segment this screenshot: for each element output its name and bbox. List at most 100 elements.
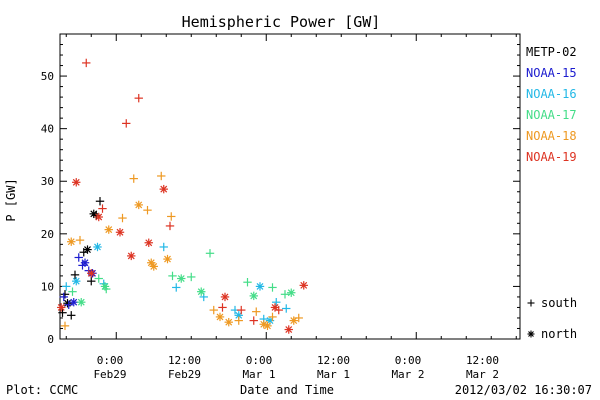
x-tick-date-label: Feb29 bbox=[93, 368, 126, 381]
north-point-noaa-18 bbox=[224, 317, 233, 327]
south-point-noaa-15 bbox=[59, 292, 68, 302]
plot-frame bbox=[59, 33, 521, 340]
series-legend: METP-02 NOAA-15 NOAA-16 NOAA-17 NOAA-18 NOAA-… bbox=[526, 45, 577, 164]
south-point-noaa-16 bbox=[159, 242, 168, 252]
north-point-noaa-15 bbox=[69, 297, 78, 307]
north-point-metp-02 bbox=[63, 299, 72, 308]
south-point-metp-02 bbox=[70, 270, 80, 280]
legend-entry-noaa-17: NOAA-17 bbox=[526, 108, 577, 122]
south-point-noaa-18 bbox=[75, 235, 85, 245]
south-point-metp-02 bbox=[58, 308, 67, 317]
x-tick-time-label: 0:00 bbox=[395, 354, 422, 367]
south-point-noaa-18 bbox=[209, 305, 218, 315]
south-point-noaa-18 bbox=[157, 171, 166, 181]
y-tick-label: 30 bbox=[41, 175, 54, 188]
y-tick-label: 10 bbox=[41, 280, 54, 293]
north-point-noaa-15 bbox=[80, 258, 90, 267]
north-point-noaa-18 bbox=[134, 200, 143, 210]
footer-timestamp: 2012/03/02 16:30:07 bbox=[455, 383, 592, 397]
x-tick-time-label: 0:00 bbox=[97, 354, 124, 367]
south-point-noaa-19 bbox=[82, 58, 91, 68]
north-point-noaa-18 bbox=[263, 321, 272, 331]
south-point-noaa-19 bbox=[218, 303, 227, 312]
y-tick-label: 40 bbox=[41, 123, 54, 136]
south-point-noaa-18 bbox=[129, 174, 138, 183]
legend-entry-noaa-18: NOAA-18 bbox=[526, 129, 577, 143]
south-point-metp-02 bbox=[67, 311, 76, 320]
north-point-noaa-18 bbox=[215, 312, 225, 322]
south-point-noaa-18 bbox=[252, 307, 261, 316]
y-axis-label: P [GW] bbox=[4, 178, 18, 221]
x-tick-time-label: 12:00 bbox=[466, 354, 499, 367]
north-point-noaa-19 bbox=[127, 251, 136, 261]
north-point-noaa-19 bbox=[299, 281, 308, 290]
south-point-noaa-17 bbox=[68, 287, 77, 296]
north-point-noaa-19 bbox=[284, 325, 293, 334]
north-point-noaa-19 bbox=[94, 212, 103, 222]
north-point-noaa-17 bbox=[287, 288, 296, 297]
marker-label-north: north bbox=[541, 327, 577, 341]
legend-entry-noaa-15: NOAA-15 bbox=[526, 66, 577, 80]
y-axis-ticks: 0 10 20 30 40 50 bbox=[41, 44, 520, 346]
north-point-noaa-17 bbox=[77, 297, 86, 307]
x-tick-date-label: Mar 1 bbox=[242, 368, 275, 381]
legend-entry-noaa-16: NOAA-16 bbox=[526, 87, 577, 101]
y-tick-label: 0 bbox=[47, 333, 54, 346]
south-point-noaa-16 bbox=[272, 297, 281, 307]
x-tick-date-label: Mar 2 bbox=[466, 368, 499, 381]
south-point-noaa-18 bbox=[234, 316, 243, 325]
south-point-noaa-17 bbox=[243, 278, 252, 287]
north-point-noaa-16 bbox=[255, 282, 265, 291]
south-point-noaa-18 bbox=[60, 321, 70, 331]
south-point-noaa-19 bbox=[122, 119, 131, 128]
marker-symbol-north bbox=[527, 330, 535, 338]
x-tick-date-label: Mar 1 bbox=[317, 368, 350, 381]
north-point-noaa-17 bbox=[100, 282, 110, 291]
x-tick-time-label: 12:00 bbox=[168, 354, 201, 367]
south-point-noaa-16 bbox=[172, 283, 181, 292]
south-point-noaa-17 bbox=[280, 290, 290, 299]
legend-entry-metp-02: METP-02 bbox=[526, 45, 577, 59]
south-point-noaa-19 bbox=[237, 305, 246, 315]
north-point-noaa-16 bbox=[72, 276, 81, 286]
marker-legend: south north bbox=[527, 296, 577, 341]
north-point-noaa-18 bbox=[67, 237, 76, 246]
south-point-noaa-19 bbox=[165, 221, 175, 231]
south-point-metp-02 bbox=[95, 197, 105, 206]
north-point-noaa-19 bbox=[115, 228, 125, 237]
north-point-noaa-19 bbox=[144, 238, 153, 247]
data-points bbox=[57, 58, 308, 334]
north-point-noaa-19 bbox=[57, 303, 66, 312]
south-point-noaa-16 bbox=[62, 282, 71, 291]
south-point-noaa-19 bbox=[134, 93, 143, 103]
south-point-noaa-17 bbox=[205, 249, 215, 258]
north-point-noaa-18 bbox=[104, 225, 113, 234]
south-point-noaa-18 bbox=[167, 212, 176, 221]
south-point-noaa-18 bbox=[143, 205, 152, 215]
north-point-noaa-19 bbox=[72, 178, 81, 187]
south-point-noaa-17 bbox=[268, 283, 277, 292]
south-point-noaa-18 bbox=[118, 213, 127, 223]
north-point-noaa-18 bbox=[289, 316, 298, 325]
x-axis-label: Date and Time bbox=[240, 383, 334, 397]
north-point-noaa-18 bbox=[149, 262, 158, 271]
north-point-noaa-18 bbox=[163, 254, 172, 264]
y-tick-label: 20 bbox=[41, 228, 54, 241]
north-point-noaa-19 bbox=[270, 303, 280, 312]
north-point-noaa-17 bbox=[197, 287, 206, 296]
north-point-noaa-19 bbox=[159, 184, 168, 194]
legend-entry-noaa-19: NOAA-19 bbox=[526, 150, 577, 164]
marker-symbol-south bbox=[527, 299, 535, 307]
south-point-noaa-15 bbox=[74, 253, 83, 262]
north-point-noaa-19 bbox=[220, 292, 230, 302]
x-tick-date-label: Feb29 bbox=[168, 368, 201, 381]
north-point-noaa-19 bbox=[87, 269, 96, 278]
south-point-noaa-17 bbox=[168, 271, 177, 281]
south-point-noaa-17 bbox=[187, 272, 196, 282]
south-point-noaa-19 bbox=[98, 204, 107, 213]
north-point-noaa-17 bbox=[249, 291, 258, 301]
x-tick-time-label: 0:00 bbox=[246, 354, 273, 367]
x-tick-time-label: 12:00 bbox=[317, 354, 350, 367]
